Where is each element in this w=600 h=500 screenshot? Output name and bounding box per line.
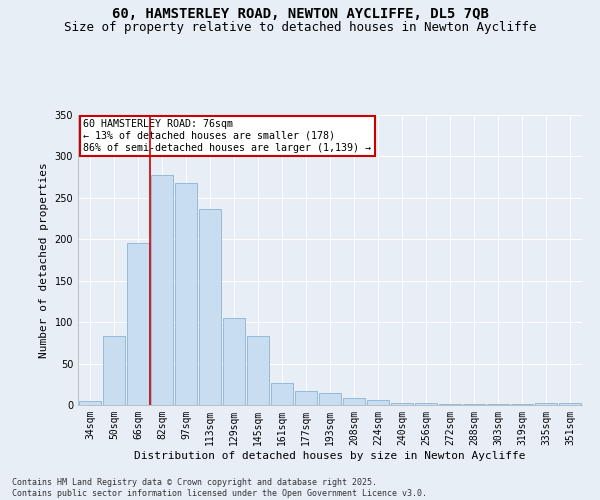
Bar	[487, 404, 509, 405]
Text: 60 HAMSTERLEY ROAD: 76sqm
← 13% of detached houses are smaller (178)
86% of semi: 60 HAMSTERLEY ROAD: 76sqm ← 13% of detac…	[83, 120, 371, 152]
Bar	[247, 336, 269, 405]
Bar	[127, 242, 149, 405]
Bar	[223, 318, 245, 405]
Bar	[295, 391, 317, 405]
Bar	[151, 174, 173, 405]
Bar	[439, 404, 461, 405]
Bar	[415, 404, 437, 405]
Y-axis label: Number of detached properties: Number of detached properties	[39, 162, 49, 358]
Bar	[535, 404, 557, 405]
Bar	[559, 404, 581, 405]
Bar	[175, 183, 197, 405]
Text: 60, HAMSTERLEY ROAD, NEWTON AYCLIFFE, DL5 7QB: 60, HAMSTERLEY ROAD, NEWTON AYCLIFFE, DL…	[112, 8, 488, 22]
Bar	[79, 401, 101, 405]
Bar	[103, 336, 125, 405]
Bar	[343, 398, 365, 405]
Text: Size of property relative to detached houses in Newton Aycliffe: Size of property relative to detached ho…	[64, 21, 536, 34]
Bar	[199, 208, 221, 405]
Bar	[319, 394, 341, 405]
Text: Contains HM Land Registry data © Crown copyright and database right 2025.
Contai: Contains HM Land Registry data © Crown c…	[12, 478, 427, 498]
Bar	[367, 400, 389, 405]
X-axis label: Distribution of detached houses by size in Newton Aycliffe: Distribution of detached houses by size …	[134, 450, 526, 460]
Bar	[463, 404, 485, 405]
Bar	[271, 384, 293, 405]
Bar	[511, 404, 533, 405]
Bar	[391, 402, 413, 405]
